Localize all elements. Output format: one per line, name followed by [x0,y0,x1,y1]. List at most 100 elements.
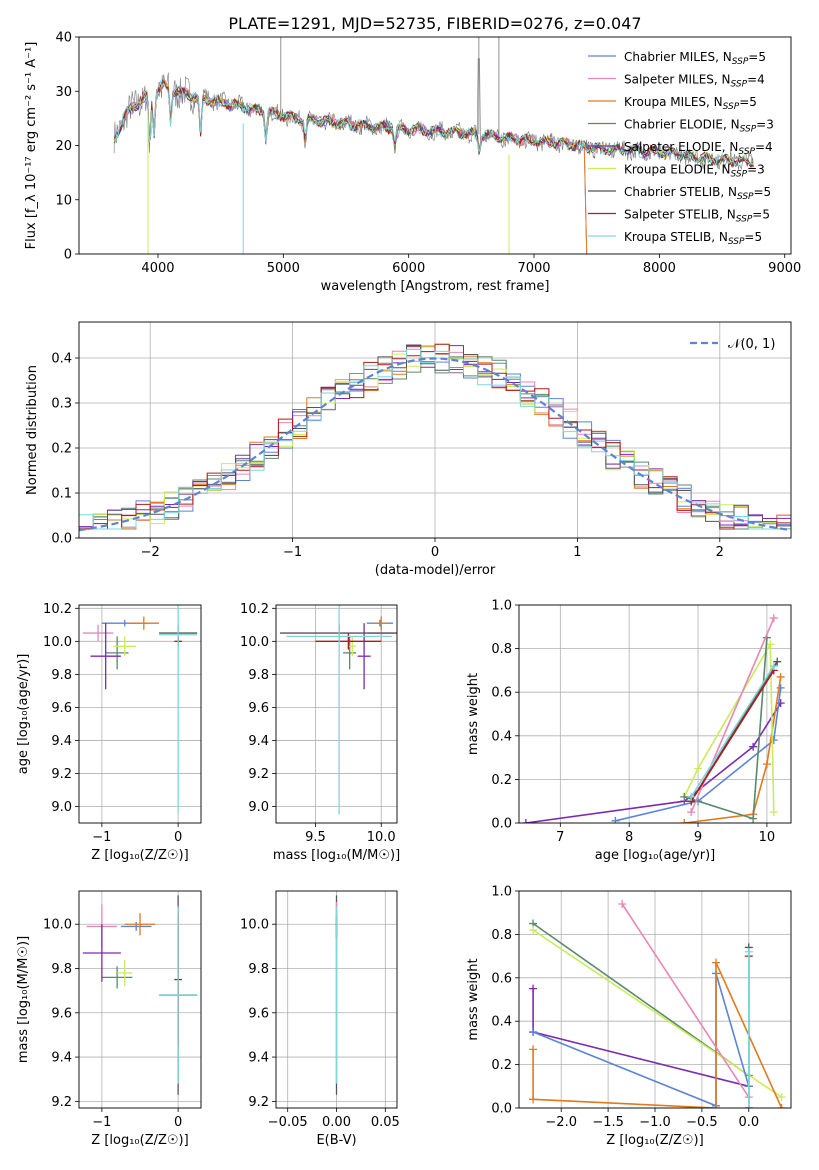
model-fit-chabrier_stelib [113,79,754,168]
weight-line [532,929,783,1098]
panel-age-vs-mass: 9.5 10.0 9.0 9.2 9.4 9.6 9.8 10.0 10.2 mass [log₁… [240,602,400,863]
x-tick-label: 8 [625,830,633,845]
x-axis-label: Z [log₁₀(Z/Z☉)] [606,1133,703,1148]
x-axis-label: E(B-V) [316,1133,356,1148]
x-tick-label: −0.05 [268,1115,308,1130]
y-tick-label: 9.0 [51,800,72,815]
axes-frame [78,36,792,255]
plot-area [79,343,791,532]
y-tick-label: 9.4 [248,1051,269,1066]
legend-label: Chabrier MILES, NSSP=5 [624,50,766,67]
y-tick-label: 0.4 [491,729,512,744]
x-tick-label: −0.5 [686,1115,718,1130]
y-tick-label: 0 [64,248,72,263]
x-tick-label: 2 [716,545,724,560]
histogram-kroupa_stelib [79,349,791,530]
y-tick-label: 1.0 [491,885,512,900]
x-axis-label: Z [log₁₀(Z/Z☉)] [91,1133,188,1148]
y-tick-label: 30 [55,85,72,100]
x-tick-label: 7000 [517,261,550,276]
weight-marker [618,900,627,909]
gaussian-curve [79,357,791,532]
y-tick-label: 1.0 [491,599,512,614]
plot-area [279,605,397,815]
y-tick-label: 9.0 [248,800,269,815]
y-axis-label: mass weight [466,673,481,755]
weight-marker [776,683,785,692]
weight-marker [611,816,620,823]
weight-marker [680,792,689,801]
y-tick-label: 0.0 [491,1102,512,1117]
y-axis-label: Flux [f_λ 10⁻¹⁷ erg cm⁻² s⁻¹ A⁻¹] [24,42,39,250]
y-tick-label: 9.2 [51,1095,72,1110]
y-tick-label: 9.6 [248,1006,269,1021]
legend-label: Salpeter ELODIE, NSSP=4 [624,140,773,157]
y-tick-label: 0.4 [491,1015,512,1030]
axes-frame [275,604,398,824]
model-fit-kroupa_stelib [113,79,754,167]
plot-area [82,895,198,1095]
y-tick-label: 0.8 [491,642,512,657]
weight-marker [744,1104,753,1108]
weight-marker [773,657,782,666]
x-tick-label: −2.0 [545,1115,577,1130]
weight-marker [529,1045,538,1054]
y-tick-label: 9.6 [51,701,72,716]
y-tick-label: 0.0 [491,817,512,832]
weight-line [690,665,775,798]
y-tick-label: 9.4 [51,1051,72,1066]
x-tick-label: 4000 [141,261,174,276]
model-fit-salpeter_miles [113,81,588,254]
legend-label-sub: SSP [736,215,753,225]
y-tick-label: 9.4 [51,734,72,749]
legend-label-text: Chabrier STELIB, N [624,185,737,199]
y-tick-label: 0.2 [51,442,72,457]
weight-line [525,702,782,823]
panel-spectrum: 4000 5000 6000 7000 8000 9000 0 10 20 30 40 wavelen… [24,31,801,295]
legend-label-tail: =4 [755,140,773,154]
y-tick-label: 10.0 [43,635,72,650]
plot-area [113,37,754,254]
weight-marker [777,1104,786,1108]
legend-label-sub: SSP [740,125,757,135]
x-tick-label: −2 [141,545,160,560]
y-tick-label: 0.4 [51,352,72,367]
weight-marker [749,742,758,751]
y-tick-label: 9.6 [248,701,269,716]
plot-area [529,900,786,1108]
legend-label-tail: =3 [747,163,765,177]
legend-label: Chabrier ELODIE, NSSP=3 [624,118,774,135]
weight-marker [687,808,696,817]
x-axis-label: wavelength [Angstrom, rest frame] [321,279,550,294]
legend-label-sub: SSP [723,102,740,112]
legend-label-tail: =5 [754,185,772,199]
weight-marker [529,926,538,935]
weight-marker [744,947,753,956]
x-tick-label: 0.00 [322,1115,351,1130]
weight-line [532,962,783,1108]
y-tick-label: 40 [55,31,72,46]
weight-line [690,669,775,802]
weight-marker [776,672,785,681]
legend-label-tail: =5 [739,95,757,109]
figure-title: PLATE=1291, MJD=52735, FIBERID=0276, z=0… [228,14,641,33]
weight-line [683,641,775,813]
x-tick-label: 6000 [392,261,425,276]
panel-residuals: −2 −1 0 1 2 0.0 0.1 0.2 0.3 0.4 (data-model)/error… [25,321,792,578]
weight-marker [711,958,720,967]
legend-label-tail: =5 [744,230,762,244]
x-tick-label: 10.0 [367,830,396,845]
y-tick-label: 0.8 [491,928,512,943]
panel-mass-vs-ebv: −0.05 0.00 0.05 9.2 9.4 9.6 9.8 10.0 E(B-V) [240,890,400,1148]
y-axis-label: mass [log₁₀(M/M☉)] [16,936,31,1063]
y-tick-label: 9.2 [51,767,72,782]
legend-label-tail: =5 [752,208,770,222]
legend-label-sub: SSP [732,57,749,67]
x-tick-label: 9 [694,830,702,845]
y-tick-label: 10.0 [240,918,269,933]
y-tick-label: 9.8 [248,668,269,683]
x-tick-label: 0 [174,830,182,845]
legend-label-sub: SSP [738,147,755,157]
legend-label-sub: SSP [731,80,748,90]
y-axis-label: Normed distribution [25,365,40,495]
